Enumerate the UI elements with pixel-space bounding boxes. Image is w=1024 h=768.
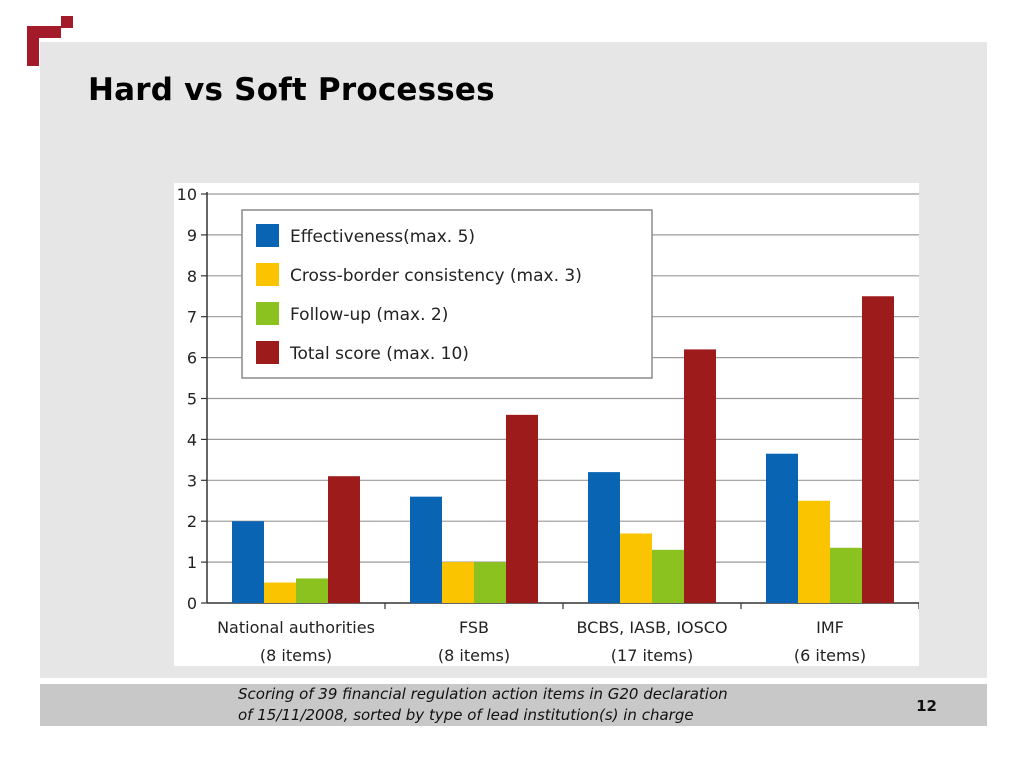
y-tick-label: 8 bbox=[187, 267, 197, 286]
y-tick-label: 1 bbox=[187, 553, 197, 572]
x-tick-label: BCBS, IASB, IOSCO bbox=[576, 618, 727, 637]
legend-label: Cross-border consistency (max. 3) bbox=[290, 266, 582, 286]
bar bbox=[830, 547, 862, 603]
x-tick-label: (8 items) bbox=[438, 646, 510, 665]
logo bbox=[27, 16, 73, 66]
bar-chart: 0 1 2 3 4 5 6 7 8 9 10 National authorities (8 items… bbox=[177, 185, 919, 665]
bar bbox=[264, 582, 296, 603]
y-tick-label: 0 bbox=[187, 594, 197, 613]
x-tick-label: (6 items) bbox=[794, 646, 866, 665]
legend-swatch bbox=[256, 302, 279, 325]
y-tick-label: 3 bbox=[187, 471, 197, 490]
bar bbox=[798, 500, 830, 603]
bar bbox=[506, 414, 538, 603]
bar bbox=[588, 472, 620, 603]
y-tick-label: 5 bbox=[187, 390, 197, 409]
y-tick-label: 6 bbox=[187, 349, 197, 368]
legend-label: Effectiveness(max. 5) bbox=[290, 227, 475, 247]
legend-label: Follow-up (max. 2) bbox=[290, 305, 448, 325]
bar bbox=[296, 578, 328, 603]
chart-caption: Scoring of 39 financial regulation actio… bbox=[238, 684, 728, 726]
x-tick-label: National authorities bbox=[217, 618, 375, 637]
x-tick-label: (8 items) bbox=[260, 646, 332, 665]
bar bbox=[328, 476, 360, 603]
legend-label: Total score (max. 10) bbox=[289, 344, 469, 364]
x-tick-label: FSB bbox=[459, 618, 489, 637]
x-tick-label: IMF bbox=[816, 618, 844, 637]
bar bbox=[652, 549, 684, 603]
bar bbox=[862, 296, 894, 603]
legend-swatch bbox=[256, 341, 279, 364]
y-tick-label: 2 bbox=[187, 512, 197, 531]
y-tick-label: 9 bbox=[187, 226, 197, 245]
x-tick-label: (17 items) bbox=[611, 646, 693, 665]
page-number: 12 bbox=[916, 697, 937, 715]
y-tick-label: 4 bbox=[187, 430, 197, 449]
bar bbox=[232, 521, 264, 603]
footer-bar: Scoring of 39 financial regulation actio… bbox=[40, 684, 987, 726]
bar bbox=[620, 533, 652, 603]
bar bbox=[474, 562, 506, 603]
bar bbox=[684, 349, 716, 603]
bar bbox=[410, 496, 442, 603]
y-tick-label: 10 bbox=[177, 185, 197, 204]
chart-area: 0 1 2 3 4 5 6 7 8 9 10 National authorities (8 items… bbox=[174, 183, 919, 666]
bar bbox=[766, 453, 798, 603]
caption-line-2: of 15/11/2008, sorted by type of lead in… bbox=[238, 706, 694, 724]
legend-swatch bbox=[256, 263, 279, 286]
legend-swatch bbox=[256, 224, 279, 247]
slide-title: Hard vs Soft Processes bbox=[88, 72, 495, 108]
bar bbox=[442, 562, 474, 603]
caption-line-1: Scoring of 39 financial regulation actio… bbox=[238, 685, 728, 703]
legend-box bbox=[241, 209, 653, 379]
y-tick-label: 7 bbox=[187, 308, 197, 327]
